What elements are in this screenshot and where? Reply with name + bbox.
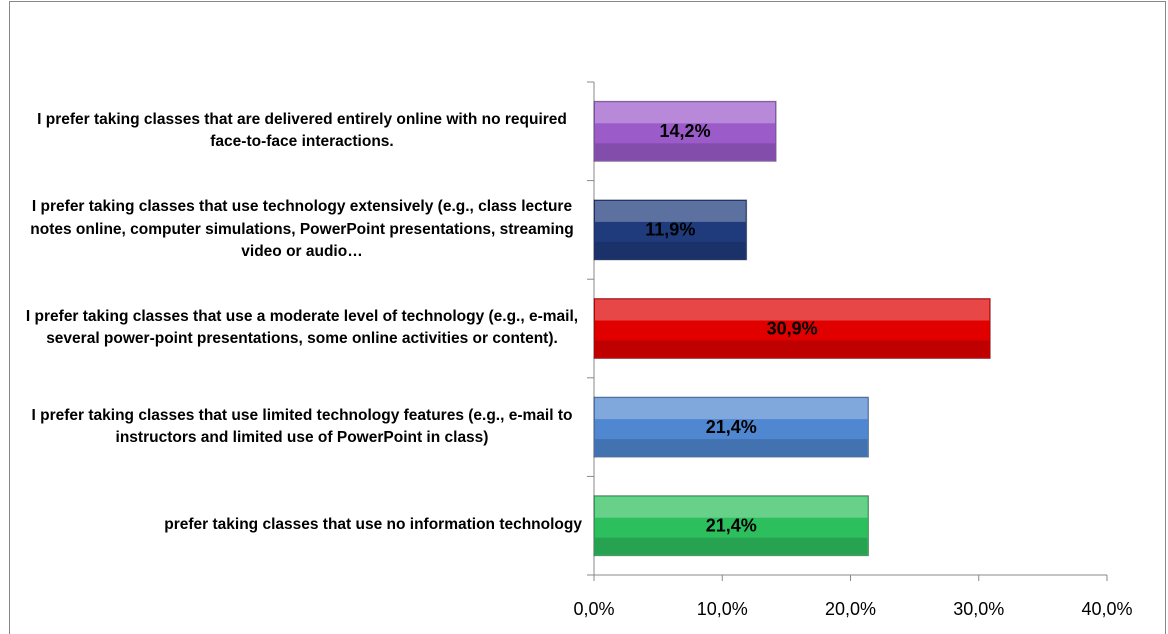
bar-highlight bbox=[595, 102, 776, 124]
category-label-box: I prefer taking classes that use limited… bbox=[10, 378, 582, 477]
category-label-box: I prefer taking classes that use technol… bbox=[10, 181, 582, 280]
bar-shade bbox=[595, 340, 990, 358]
value-label: 11,9% bbox=[645, 220, 695, 240]
value-label: 21,4% bbox=[706, 417, 757, 437]
bar-highlight bbox=[595, 299, 990, 321]
category-label: I prefer taking classes that are deliver… bbox=[37, 110, 567, 151]
bar bbox=[593, 298, 991, 359]
category-label: I prefer taking classes that use a moder… bbox=[25, 308, 579, 348]
x-tick-label: 30,0% bbox=[953, 599, 1004, 619]
x-tick-label: 10,0% bbox=[697, 599, 748, 619]
category-label-box: prefer taking classes that use no inform… bbox=[10, 476, 582, 575]
value-label: 14,2% bbox=[660, 121, 711, 141]
bar-shade bbox=[595, 439, 868, 457]
bar bbox=[593, 199, 748, 261]
bar bbox=[593, 396, 869, 458]
bar bbox=[593, 495, 869, 557]
category-label: I prefer taking classes that use technol… bbox=[30, 198, 574, 261]
x-tick-label: 20,0% bbox=[825, 599, 876, 619]
x-tick-label: 0,0% bbox=[573, 599, 614, 619]
category-label: prefer taking classes that use no inform… bbox=[164, 516, 582, 534]
x-tick-label: 40,0% bbox=[1081, 599, 1132, 619]
category-label-box: I prefer taking classes that are deliver… bbox=[10, 82, 582, 181]
bar bbox=[593, 100, 777, 162]
bar-shade bbox=[595, 143, 776, 161]
value-label: 30,9% bbox=[767, 318, 818, 338]
chart-border bbox=[9, 1, 1166, 634]
bar-highlight bbox=[595, 200, 746, 222]
category-label-box: I prefer taking classes that use a moder… bbox=[10, 279, 582, 378]
bar-highlight bbox=[595, 398, 868, 420]
bar-shade bbox=[595, 537, 868, 555]
category-label: I prefer taking classes that use limited… bbox=[31, 406, 573, 447]
value-label: 21,4% bbox=[706, 515, 757, 535]
bar-highlight bbox=[595, 496, 868, 518]
bar-shade bbox=[595, 241, 746, 259]
